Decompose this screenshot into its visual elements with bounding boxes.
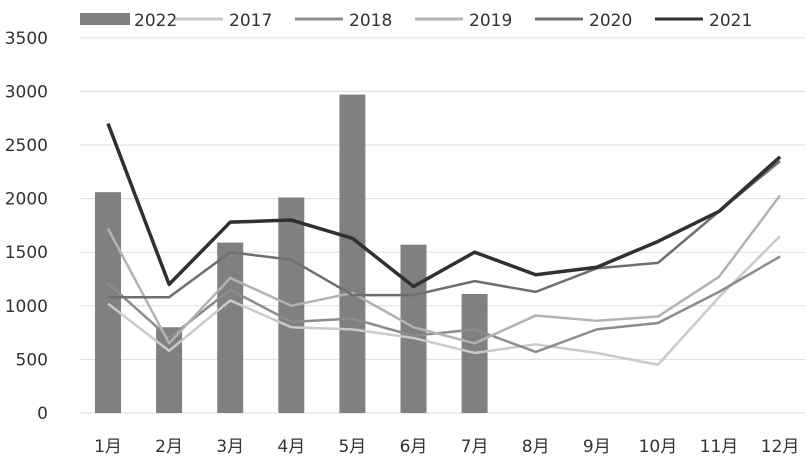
x-tick-label: 8月 <box>522 437 550 457</box>
legend-item-2022: 2022 <box>80 11 177 31</box>
line-2018 <box>107 255 781 354</box>
legend-item-2020: 2020 <box>535 11 632 31</box>
line-2020 <box>108 160 781 299</box>
y-tick-label: 1500 <box>5 243 48 263</box>
legend-label: 2022 <box>134 11 177 31</box>
legend-label: 2020 <box>589 11 632 31</box>
legend-label: 2017 <box>229 11 272 31</box>
bar-2022-2月 <box>156 327 183 413</box>
x-tick-label: 5月 <box>338 437 366 457</box>
line-2017 <box>107 235 781 367</box>
legend-item-2018: 2018 <box>295 11 392 31</box>
y-tick-label: 3000 <box>5 82 48 102</box>
line-2021 <box>106 122 782 289</box>
y-tick-label: 0 <box>37 404 48 424</box>
x-tick-label: 2月 <box>155 437 183 457</box>
legend-label: 2019 <box>469 11 512 31</box>
y-tick-label: 2500 <box>5 136 48 156</box>
bar-2022-5月 <box>339 94 366 413</box>
y-tick-label: 3500 <box>5 29 48 49</box>
bar-2022-1月 <box>95 192 121 413</box>
legend-item-2021: 2021 <box>655 11 752 31</box>
legend-swatch <box>80 13 130 25</box>
y-tick-label: 2000 <box>5 190 48 210</box>
bar-2022-3月 <box>217 242 244 413</box>
legend-item-2017: 2017 <box>175 11 272 31</box>
x-tick-label: 11月 <box>700 437 739 457</box>
x-tick-label: 3月 <box>216 437 244 457</box>
legend-item-2019: 2019 <box>415 11 512 31</box>
legend-label: 2018 <box>349 11 392 31</box>
x-tick-label: 9月 <box>583 437 611 457</box>
legend-label: 2021 <box>709 11 752 31</box>
x-tick-label: 7月 <box>461 437 489 457</box>
x-tick-label: 10月 <box>639 437 678 457</box>
y-tick-label: 1000 <box>5 297 48 317</box>
y-tick-label: 500 <box>16 350 48 370</box>
x-tick-label: 4月 <box>277 437 305 457</box>
x-tick-label: 12月 <box>761 437 800 457</box>
x-tick-label: 1月 <box>94 437 122 457</box>
x-tick-label: 6月 <box>400 437 428 457</box>
line-2019 <box>106 194 782 345</box>
